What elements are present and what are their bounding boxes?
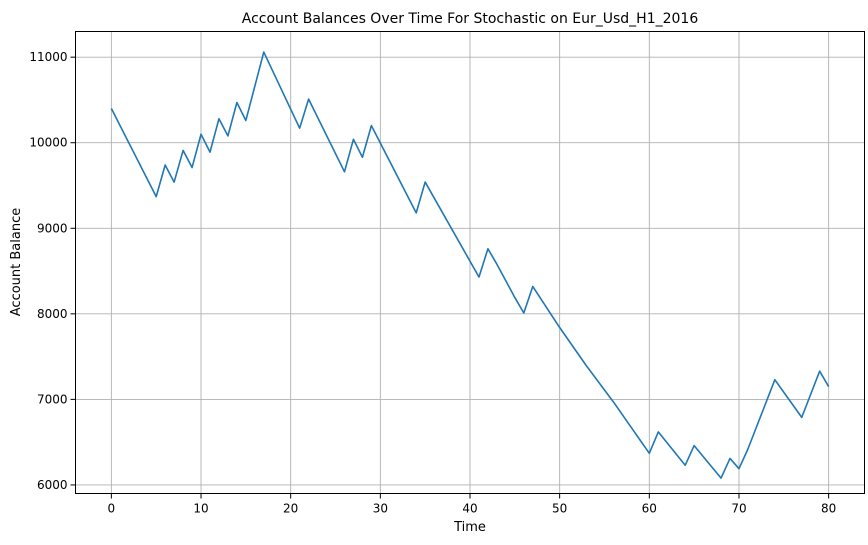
y-tick-label: 6000 bbox=[37, 478, 68, 492]
x-tick-label: 70 bbox=[731, 502, 746, 516]
y-tick-label: 11000 bbox=[29, 50, 67, 64]
x-tick-label: 10 bbox=[193, 502, 208, 516]
y-axis-label: Account Balance bbox=[9, 208, 24, 316]
x-tick-label: 30 bbox=[373, 502, 388, 516]
x-tick-label: 40 bbox=[462, 502, 477, 516]
x-tick-label: 80 bbox=[821, 502, 836, 516]
grid-lines bbox=[75, 31, 865, 494]
y-tick-label: 7000 bbox=[37, 392, 68, 406]
series-line bbox=[110, 51, 830, 479]
x-tick-label: 60 bbox=[642, 502, 657, 516]
y-tick-label: 10000 bbox=[29, 136, 67, 150]
axis-ticks: 0 10 20 30 40 50 60 70 80 6000 7000 8000 9000 10000 11… bbox=[29, 50, 836, 515]
chart-title: Account Balances Over Time For Stochasti… bbox=[242, 11, 699, 27]
y-tick-label: 8000 bbox=[37, 307, 68, 321]
x-axis-label: Time bbox=[453, 520, 486, 535]
x-tick-label: 50 bbox=[552, 502, 567, 516]
y-tick-label: 9000 bbox=[37, 221, 68, 235]
x-tick-label: 20 bbox=[283, 502, 298, 516]
x-tick-label: 0 bbox=[108, 502, 116, 516]
